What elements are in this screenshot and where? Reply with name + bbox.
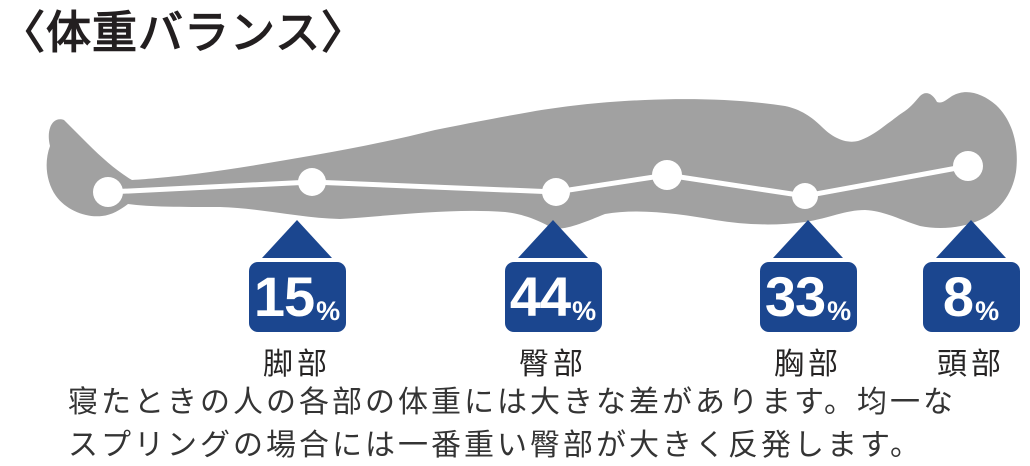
percentage-box-legs: 15 % xyxy=(248,262,346,332)
percent-value: 44 xyxy=(509,265,571,328)
pressure-point-dot-waist xyxy=(652,160,682,190)
caption-line-1: 寝たときの人の各部の体重には大きな差があります。均一な xyxy=(68,386,956,419)
part-label-legs: 脚部 xyxy=(263,348,331,381)
percentage-box-head: 8 % xyxy=(922,262,1020,332)
marker-head: 8 % 頭部 xyxy=(896,220,1030,383)
caption-text: 寝たときの人の各部の体重には大きな差があります。均一な スプリングの場合には一番… xyxy=(68,381,956,466)
arrow-up-icon xyxy=(773,220,843,258)
marker-hips: 44 % 臀部 xyxy=(478,220,628,383)
arrow-up-icon xyxy=(262,220,332,258)
part-label-chest: 胸部 xyxy=(774,348,842,381)
percent-unit: % xyxy=(316,296,341,326)
part-label-hips: 臀部 xyxy=(519,348,587,381)
pressure-point-dot-knee xyxy=(298,168,326,196)
marker-chest: 33 % 胸部 xyxy=(733,220,883,383)
percent-value: 33 xyxy=(764,265,826,328)
caption-line-2: スプリングの場合には一番重い臀部が大きく反発します。 xyxy=(68,429,923,462)
pressure-point-dot-head xyxy=(953,151,983,181)
arrow-up-icon xyxy=(518,220,588,258)
pressure-line xyxy=(107,163,969,199)
percent-unit: % xyxy=(975,296,1000,326)
percent-value: 15 xyxy=(253,265,315,328)
arrow-up-icon xyxy=(936,220,1006,258)
pressure-point-dot-ankle xyxy=(93,177,123,207)
pressure-point-dot-shoulder xyxy=(792,183,818,209)
pressure-point-dot-hip xyxy=(542,178,570,206)
percentage-box-chest: 33 % xyxy=(759,262,857,332)
percent-unit: % xyxy=(827,296,852,326)
body-silhouette xyxy=(46,92,1017,229)
percentage-box-hips: 44 % xyxy=(504,262,602,332)
percent-value: 8 xyxy=(942,265,974,328)
percent-unit: % xyxy=(572,296,597,326)
marker-legs: 15 % 脚部 xyxy=(222,220,372,383)
part-label-head: 頭部 xyxy=(937,348,1005,381)
page-title: 〈体重バランス〉 xyxy=(0,7,368,58)
